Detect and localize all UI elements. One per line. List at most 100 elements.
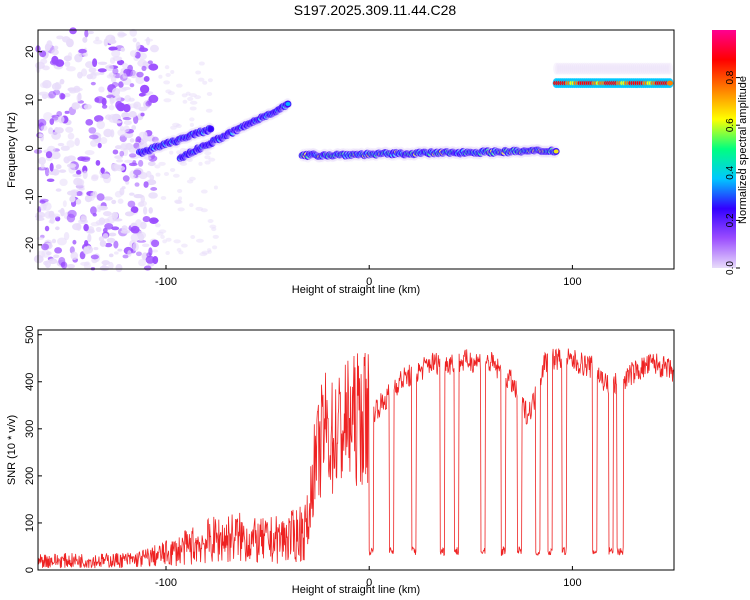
heatmap-cell [54, 127, 60, 133]
heatmap-cell [66, 155, 76, 162]
heatmap-cell [211, 245, 218, 250]
heatmap-cell [151, 136, 159, 143]
heatmap-cell [169, 150, 174, 155]
heatmap-cell [150, 187, 158, 191]
heatmap-cell [35, 61, 45, 70]
heatmap-cell [656, 62, 663, 75]
snr-y-ticks: 0 100 200 300 400 500 [24, 326, 42, 573]
heatmap-cell [90, 206, 97, 215]
heatmap-cell [91, 72, 101, 76]
heatmap-cell [138, 140, 148, 149]
heatmap-cell [37, 166, 47, 171]
heatmap-cell [35, 217, 45, 221]
heatmap-cell [601, 62, 608, 75]
heatmap-cell [176, 83, 183, 88]
heatmap-cell [119, 150, 125, 157]
heatmap-cell [553, 149, 559, 154]
heatmap-cell [121, 86, 131, 91]
heatmap-cell [179, 147, 187, 152]
heatmap-cell [148, 192, 158, 199]
snr-x-ticks: -100 0 100 [155, 566, 582, 589]
heatmap-cell [95, 226, 102, 233]
heatmap-cell [45, 151, 53, 159]
heatmap-cell [122, 254, 129, 259]
heatmap-cell [35, 211, 46, 219]
heatmap-cell [67, 132, 75, 140]
heatmap-cell [204, 151, 212, 156]
heatmap-cell [158, 229, 167, 234]
heatmap-cell [135, 75, 145, 85]
heatmap-cell [102, 211, 112, 217]
heatmap-cell [134, 182, 140, 187]
heatmap-cell [108, 113, 118, 123]
heatmap-cell [595, 62, 602, 75]
heatmap-cell [610, 62, 617, 75]
heatmap-cell [143, 206, 148, 215]
heatmap-cell [662, 62, 669, 75]
heatmap-cell [561, 62, 568, 75]
heatmap-cell [628, 62, 635, 75]
heatmap-cell [136, 239, 147, 243]
heatmap-cell [78, 48, 87, 54]
heatmap-cell [90, 81, 96, 86]
heatmap-cell [51, 49, 59, 56]
heatmap-cell [60, 145, 70, 151]
heatmap-cell [106, 237, 116, 243]
heatmap-cell [563, 62, 570, 75]
heatmap-cell [40, 163, 45, 169]
heatmap-cell [173, 239, 181, 244]
heatmap-cell [103, 218, 110, 223]
heatmap-cell [162, 239, 168, 244]
heatmap-cell [64, 92, 71, 98]
heatmap-cell [642, 62, 649, 75]
heatmap-cell [624, 62, 631, 75]
heatmap-cell [37, 133, 44, 138]
heatmap-cell [176, 189, 183, 194]
heatmap-cell [97, 142, 102, 149]
heatmap-cell [64, 61, 71, 67]
heatmap-cell [106, 94, 116, 99]
heatmap-cell [579, 62, 586, 75]
heatmap-cell [149, 174, 155, 181]
heatmap-cell [87, 30, 94, 35]
heatmap-cell [83, 261, 91, 270]
heatmap-cell [575, 62, 582, 75]
colorbar-tick-label: 0.4 [725, 165, 736, 179]
snr-x-tick-label: -100 [155, 577, 177, 589]
heatmap-cell [95, 36, 100, 42]
heatmap-cell [82, 36, 88, 43]
heatmap-cell [41, 249, 51, 258]
heatmap-cell [40, 202, 47, 211]
heatmap-cell [54, 81, 62, 89]
heatmap-cell [124, 159, 134, 163]
heatmap-cell [597, 62, 604, 75]
heatmap-cell [211, 227, 217, 232]
heatmap-cell [618, 62, 625, 75]
heatmap-cell [189, 176, 196, 181]
heatmap-cell [105, 65, 110, 69]
heatmap-cell [98, 217, 106, 225]
heatmap-cell [605, 62, 612, 75]
heatmap-cell [129, 28, 138, 37]
heatmap-cell [121, 225, 128, 232]
heatmap-cell [181, 93, 188, 98]
heatmap-cell [58, 209, 65, 213]
heatmap-cell [132, 242, 139, 252]
heatmap-cell [58, 169, 67, 173]
heatmap-cell [587, 62, 594, 75]
heatmap-cell [101, 264, 107, 271]
heatmap-cell [42, 80, 52, 89]
heatmap-frame [37, 29, 675, 270]
heatmap-cell [139, 84, 150, 94]
heatmap-cell [130, 206, 139, 214]
heatmap-cell [202, 80, 208, 85]
heatmap-cell [64, 110, 70, 114]
heatmap-cell [165, 89, 172, 94]
colorbar-tick-label: 0.0 [725, 261, 736, 275]
heatmap-cell [557, 62, 564, 75]
heatmap-cell [112, 218, 123, 222]
heatmap-cell [146, 179, 157, 186]
heatmap-cell [634, 62, 641, 75]
heatmap-cell [84, 29, 89, 38]
heatmap-cell [40, 125, 48, 131]
